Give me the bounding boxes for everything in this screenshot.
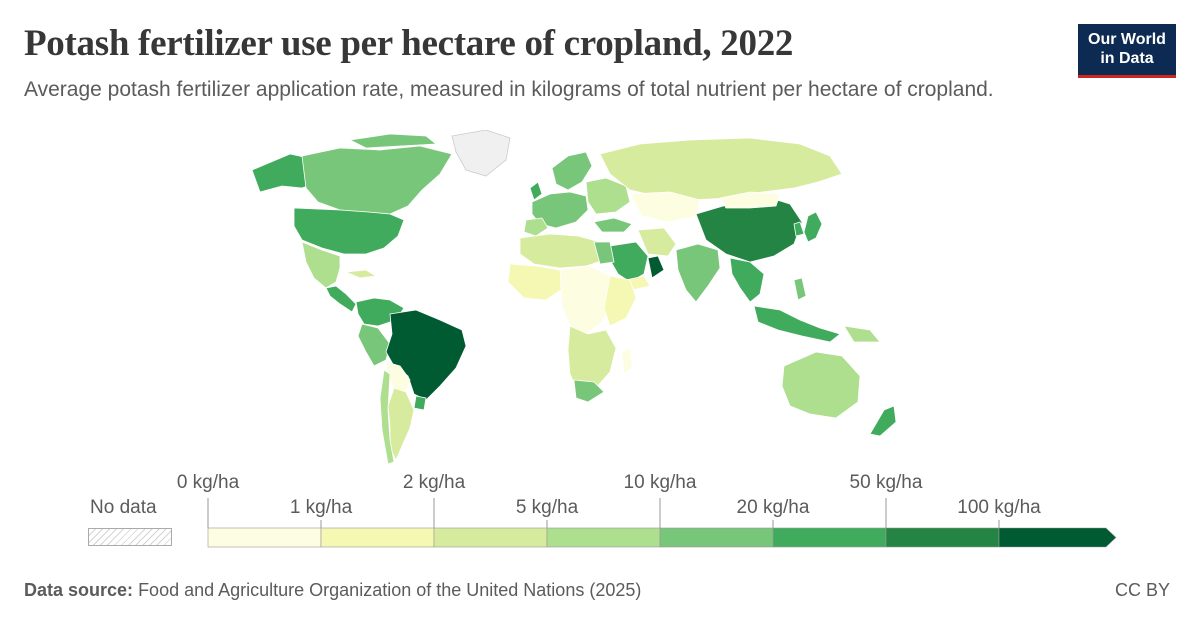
logo-accent-bar [1078,75,1176,78]
legend-label-10: 10 kg/ha [623,472,697,493]
map-region-oman-uae[interactable] [647,255,665,279]
legend-label-0: 0 kg/ha [176,472,240,493]
legend-bin-5[interactable] [772,527,887,548]
map-region-central-america[interactable] [325,285,357,313]
data-source: Data source: Food and Agriculture Organi… [24,580,641,601]
owid-logo[interactable]: Our World in Data [1078,24,1176,78]
legend-label-20: 20 kg/ha [736,497,810,518]
legend-label-100: 100 kg/ha [957,497,1041,518]
map-region-southern-africa[interactable] [567,325,617,393]
legend-label-5: 5 kg/ha [515,497,579,518]
map-region-eastern-europe[interactable] [585,177,631,215]
map-region-uruguay[interactable] [413,395,427,411]
map-region-north-africa[interactable] [519,233,605,269]
map-region-kazakhstan[interactable] [629,191,701,223]
map-region-brazil[interactable] [385,309,467,401]
legend-label-1: 1 kg/ha [289,497,353,518]
chart-subtitle: Average potash fertilizer application ra… [24,78,994,101]
map-region-southeast-asia[interactable] [729,257,765,303]
legend-bin-0[interactable] [207,527,322,548]
map-region-iran[interactable] [637,227,677,257]
map-region-mexico[interactable] [301,241,341,289]
data-source-text[interactable]: Food and Agriculture Organization of the… [138,580,642,600]
map-region-east-africa[interactable] [603,275,637,327]
legend-bin-4[interactable] [659,527,774,548]
chart-title: Potash fertilizer use per hectare of cro… [24,23,794,64]
map-region-spain[interactable] [523,217,549,237]
map-region-greenland[interactable] [451,130,511,177]
legend-bin-6[interactable] [885,527,1000,548]
legend-no-data-swatch[interactable] [88,528,172,546]
map-region-japan[interactable] [803,211,823,243]
map-region-korea[interactable] [793,221,805,237]
map-region-madagascar[interactable] [621,347,633,375]
map-region-central-africa[interactable] [559,265,615,335]
legend-bin-2[interactable] [433,527,548,548]
data-source-label: Data source: [24,580,134,600]
map-region-malaysia-indonesia[interactable] [753,305,841,343]
legend-no-data-label: No data [90,497,157,518]
map-region-west-africa[interactable] [507,263,565,301]
map-region-new-guinea[interactable] [843,325,881,343]
map-region-australia[interactable] [781,351,861,419]
map-region-scandinavia[interactable] [551,151,593,191]
license[interactable]: CC BY [1114,580,1170,600]
map-region-russia[interactable] [599,137,843,201]
legend-bin-3[interactable] [546,527,661,548]
map-region-united-kingdom[interactable] [529,181,543,201]
map-region-chile[interactable] [379,369,395,465]
map-region-new-zealand[interactable] [869,405,897,437]
map-region-mongolia[interactable] [719,191,781,209]
legend-label-50: 50 kg/ha [849,472,923,493]
world-map [251,130,897,465]
legend-color-scale [207,498,1117,548]
map-region-canada[interactable] [301,145,453,215]
legend-bin-7[interactable] [998,527,1117,548]
legend-bin-1[interactable] [320,527,435,548]
map-region-india[interactable] [675,243,721,303]
map-region-united-states[interactable] [293,207,405,255]
logo-line-1: Our World [1088,31,1166,48]
map-region-cuba[interactable] [345,269,378,279]
map-region-egypt[interactable] [593,241,615,265]
map-region-argentina[interactable] [387,387,415,461]
legend-label-2: 2 kg/ha [402,472,466,493]
map-region-peru-ecuador[interactable] [357,323,391,367]
map-region-turkey[interactable] [593,217,633,233]
map-region-south-africa[interactable] [573,379,605,403]
map-region-canada-arctic-islands[interactable] [348,133,438,149]
logo-line-2: in Data [1100,50,1154,67]
map-region-philippines[interactable] [793,277,807,301]
